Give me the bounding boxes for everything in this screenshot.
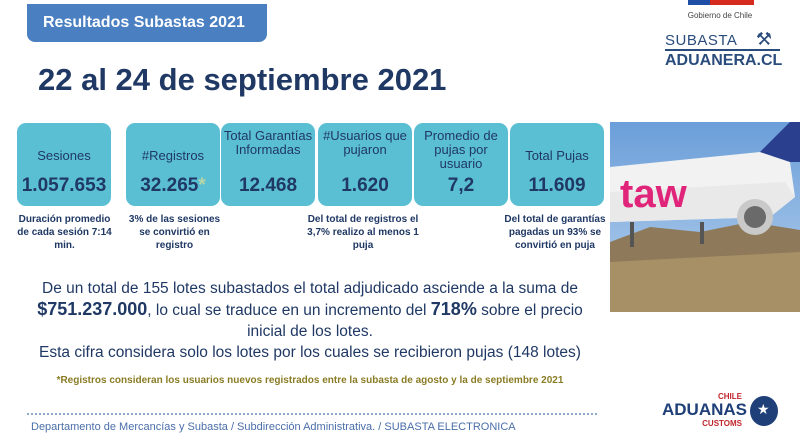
stat-box-usuarios: #Usuarios que pujaron 1.620 — [318, 123, 412, 206]
aduanas-logo-bottom: CUSTOMS — [702, 419, 742, 428]
stat-value: 11.609 — [528, 175, 586, 196]
summary-line2a: , lo cual se traduce en un incremento de… — [147, 302, 431, 319]
divider — [27, 413, 597, 415]
note-pujas: Del total de garantías pagadas un 93% se… — [504, 214, 606, 251]
subasta-logo-line1: SUBASTA — [665, 32, 738, 49]
gavel-icon: ⚒ — [755, 29, 772, 49]
stat-label: Total Pujas — [525, 148, 589, 163]
summary-line2b: sobre el precio — [476, 302, 583, 319]
stat-label: Promedio de pujas por usuario — [424, 128, 498, 171]
stat-value: 12.468 — [238, 175, 298, 196]
star-badge-icon: ★ — [750, 396, 778, 426]
footer-text: Departamento de Mercancías y Subasta / S… — [31, 421, 516, 433]
subasta-aduanera-logo: SUBASTA ADUANERA.CL ⚒ — [665, 29, 782, 77]
stat-label: #Registros — [141, 148, 205, 163]
summary-line2: $751.237.000, lo cual se traduce en un i… — [20, 299, 600, 321]
gobierno-logo-text: Gobierno de Chile — [687, 11, 753, 20]
summary-line4: Esta cifra considera solo los lotes por … — [39, 344, 581, 361]
stat-box-promedio: Promedio de pujas por usuario 7,2 — [414, 123, 508, 206]
stat-box-total-pujas: Total Pujas 11.609 — [510, 123, 604, 206]
airplane-photo: taw — [610, 122, 800, 312]
note-registros: 3% de las sesiones se convirtió en regis… — [128, 214, 221, 251]
aduanas-logo: CHILE ADUANAS CUSTOMS ★ — [662, 392, 782, 432]
incremento-percent: 718% — [430, 299, 477, 319]
adjudicado-amount: $751.237.000 — [37, 299, 148, 319]
stat-value: 7,2 — [447, 175, 475, 196]
svg-text:taw: taw — [620, 172, 688, 216]
stat-value: 1.620 — [341, 175, 389, 196]
aduanas-logo-name: ADUANAS — [662, 400, 747, 419]
aduanas-logo-top: CHILE — [718, 392, 742, 401]
footnote: *Registros consideran los usuarios nuevo… — [56, 375, 564, 386]
stat-label: Sesiones — [37, 148, 91, 163]
asterisk-marker: * — [198, 175, 206, 196]
summary-block: De un total de 155 lotes subastados el t… — [20, 278, 600, 363]
header-tab-title: Resultados Subastas 2021 — [43, 14, 245, 31]
airplane-image: taw — [610, 122, 800, 312]
header-tab: Resultados Subastas 2021 — [27, 4, 267, 42]
note-sesiones: Duración promedio de cada sesión 7:14 mi… — [17, 214, 112, 251]
stat-value-number: 32.265 — [140, 175, 199, 196]
stat-box-registros: #Registros 32.265* — [126, 123, 220, 206]
subasta-logo-line2: ADUANERA.CL — [665, 49, 782, 70]
note-usuarios: Del total de registros el 3,7% realizo a… — [307, 214, 419, 251]
stat-label: #Usuarios que pujaron — [323, 128, 407, 157]
summary-line3: inicial de los lotes. — [247, 323, 373, 340]
stat-value: 1.057.653 — [21, 175, 107, 196]
page-title: 22 al 24 de septiembre 2021 — [38, 62, 447, 97]
gobierno-logo: Gobierno de Chile — [680, 0, 760, 20]
stat-box-garantias: Total Garantías Informadas 12.468 — [221, 123, 315, 206]
chile-flag-bar-icon — [688, 0, 754, 5]
stat-box-sesiones: Sesiones 1.057.653 — [17, 123, 111, 206]
stat-label: Total Garantías Informadas — [223, 128, 313, 157]
stat-value: 32.265* — [126, 175, 220, 197]
summary-line1: De un total de 155 lotes subastados el t… — [42, 280, 578, 297]
